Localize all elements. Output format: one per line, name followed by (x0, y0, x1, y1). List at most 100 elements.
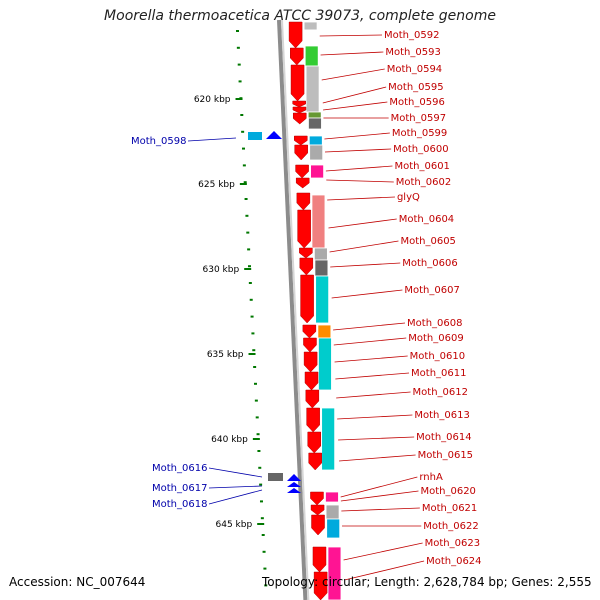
cog-bar (327, 546, 342, 600)
kbp-scale-labels: 620 kbp 625 kbp 630 kbp 635 kbp 640 kbp 645 k… (194, 95, 265, 530)
label-leader (322, 86, 387, 104)
scale-tick (254, 399, 258, 402)
label-leader (208, 467, 263, 478)
gene-label: Moth_0617 (152, 483, 207, 494)
label-leader (335, 372, 410, 380)
scale-tick (257, 450, 261, 452)
backbone-line (277, 19, 308, 600)
gene-label: Moth_0596 (389, 97, 444, 108)
label-leader (330, 262, 401, 268)
scale-tick (238, 80, 242, 83)
label-leader (336, 391, 411, 399)
gene-label: Moth_0624 (426, 556, 481, 567)
scale-tick (243, 181, 247, 184)
gene-label: Moth_0604 (399, 214, 454, 225)
forward-gene-labels: Moth_0598 Moth_0616 Moth_0617 Moth_0618 (131, 136, 263, 510)
gene-label: Moth_0597 (391, 113, 446, 124)
gene-label: Moth_0593 (385, 47, 440, 58)
kbp-label: 620 kbp (194, 95, 231, 105)
scale-tick (250, 315, 254, 318)
gene-label: Moth_0618 (152, 499, 207, 510)
cog-bar (308, 135, 323, 146)
scale-tick (253, 382, 257, 385)
forward-strand-genes (248, 131, 301, 493)
kbp-label: 630 kbp (203, 265, 240, 275)
reverse-gene-arrow (295, 177, 310, 189)
gene-label: Moth_0601 (394, 161, 449, 172)
scale-tick (253, 366, 257, 368)
reverse-gene-arrow (306, 407, 320, 433)
gene-label: Moth_0592 (384, 30, 439, 41)
reverse-gene-arrow (299, 247, 313, 259)
label-leader (327, 196, 395, 201)
reverse-gene-arrow (307, 431, 321, 454)
label-leader (325, 165, 393, 172)
scale-tick (252, 349, 256, 352)
reverse-gene-arrow (310, 504, 325, 516)
reverse-gene-arrow (310, 491, 324, 506)
gene-label: Moth_0610 (410, 351, 465, 362)
kbp-major-tick (248, 353, 256, 355)
cog-bar (325, 504, 340, 520)
scale-tick (248, 282, 252, 284)
gene-label: Moth_0600 (393, 144, 448, 155)
reverse-gene-arrow (294, 144, 308, 161)
reverse-gene-arrow (290, 47, 304, 66)
scale-tick (259, 483, 263, 486)
gene-label: Moth_0623 (425, 538, 480, 549)
genome-backbone (277, 19, 310, 600)
cog-bar (304, 29, 318, 47)
kbp-major-tick (239, 183, 247, 185)
gene-label: Moth_0615 (418, 450, 473, 461)
kbp-major-tick (252, 438, 260, 440)
label-leader (328, 218, 397, 229)
kbp-label: 635 kbp (207, 350, 244, 360)
gene-label: Moth_0614 (416, 432, 471, 443)
reverse-gene-arrow (288, 21, 303, 49)
forward-gene-arrow (266, 131, 282, 139)
cog-bar (325, 491, 339, 503)
label-leader (208, 489, 263, 505)
cog-bar (317, 324, 332, 339)
scale-tick (236, 46, 240, 49)
label-leader (343, 542, 423, 561)
kbp-label: 625 kbp (198, 180, 235, 190)
scale-tick (247, 265, 251, 268)
scale-tick (262, 550, 266, 553)
cog-bar (303, 21, 318, 31)
scale-tick (261, 534, 265, 536)
reverse-gene-arrow (290, 64, 305, 102)
gene-label: Moth_0613 (414, 410, 469, 421)
scale-tick (260, 517, 264, 520)
reverse-gene-arrow (300, 274, 314, 324)
kbp-label: 640 kbp (211, 435, 248, 445)
reverse-gene-arrow (292, 112, 307, 125)
label-leader (321, 68, 385, 81)
cog-bar (326, 518, 341, 539)
label-leader (341, 507, 420, 512)
cog-bar (311, 194, 326, 249)
label-leader (344, 560, 425, 581)
reverse-gene-arrow (294, 135, 308, 146)
cog-bar (268, 473, 283, 481)
cog-bar (313, 247, 328, 261)
scale-tick (246, 231, 250, 234)
kbp-major-tick (235, 98, 243, 100)
reverse-gene-arrow (308, 452, 322, 471)
cog-bar (307, 111, 322, 119)
gene-label: glyQ (397, 192, 420, 203)
kbp-major-tick (244, 268, 252, 270)
scale-tick (244, 198, 248, 200)
map-title: Moorella thermoacetica ATCC 39073, compl… (104, 8, 496, 24)
reverse-gene-arrow (311, 514, 325, 536)
reverse-gene-arrow (297, 209, 311, 249)
label-leader (329, 240, 399, 253)
gene-label: Moth_0608 (407, 318, 462, 329)
label-leader (333, 337, 407, 346)
gene-label: Moth_0602 (396, 177, 451, 188)
scale-tick (237, 63, 241, 66)
gene-label: Moth_0611 (411, 368, 466, 379)
reverse-gene-arrow (292, 106, 307, 114)
label-leader (208, 485, 263, 489)
cog-bar (309, 144, 324, 161)
